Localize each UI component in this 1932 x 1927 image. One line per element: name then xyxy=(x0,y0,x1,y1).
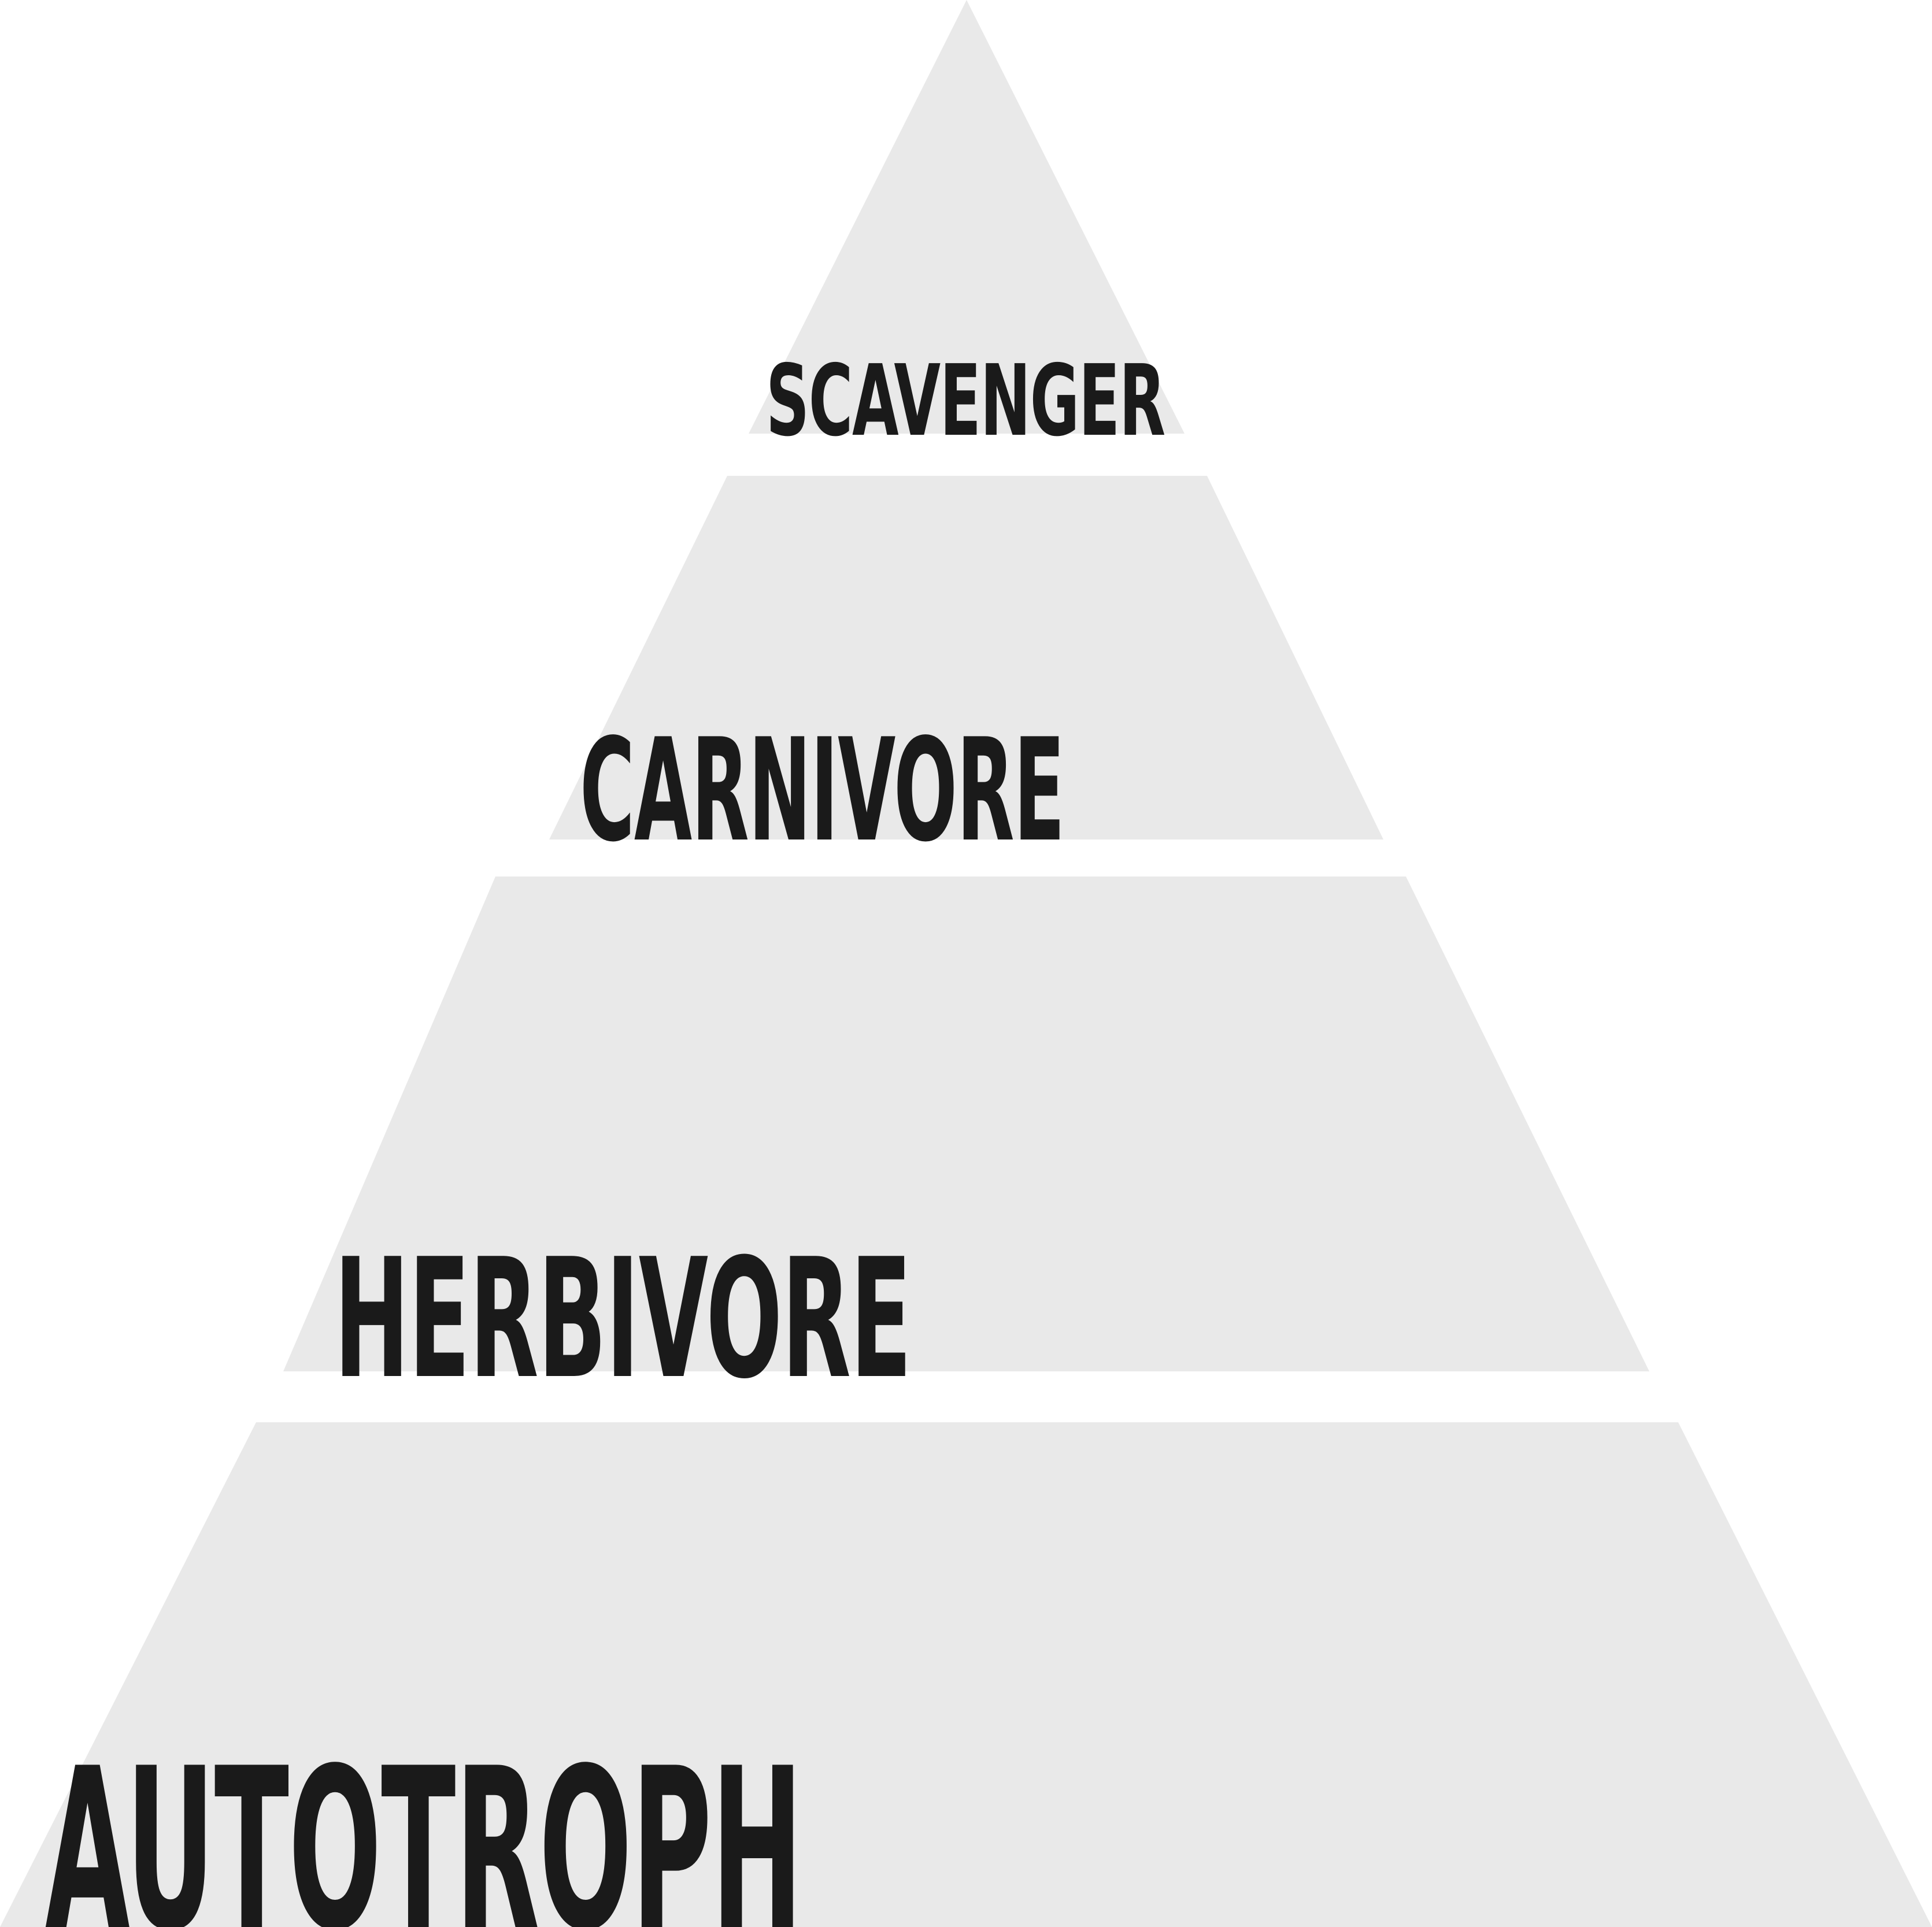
tier-label-herbivore: HERBIVORE xyxy=(334,1223,911,1415)
tier-label-carnivore: CARNIVORE xyxy=(580,708,1064,873)
tier-shape-scavenger xyxy=(749,0,1185,434)
tier-shape-carnivore xyxy=(549,476,1383,839)
tier-label-scavenger: SCAVENGER xyxy=(766,344,1165,458)
tier-shape-herbivore xyxy=(283,876,1649,1371)
tier-label-autotroph: AUTOTROPH xyxy=(45,1721,802,1927)
pyramid-tier-carnivore: CARNIVORE xyxy=(549,476,1383,873)
pyramid-tier-herbivore: HERBIVORE xyxy=(283,876,1649,1415)
pyramid-tier-autotroph: AUTOTROPH xyxy=(0,1422,1932,1927)
tier-shape-autotroph xyxy=(0,1422,1932,1927)
pyramid-tier-scavenger: SCAVENGER xyxy=(749,0,1185,458)
